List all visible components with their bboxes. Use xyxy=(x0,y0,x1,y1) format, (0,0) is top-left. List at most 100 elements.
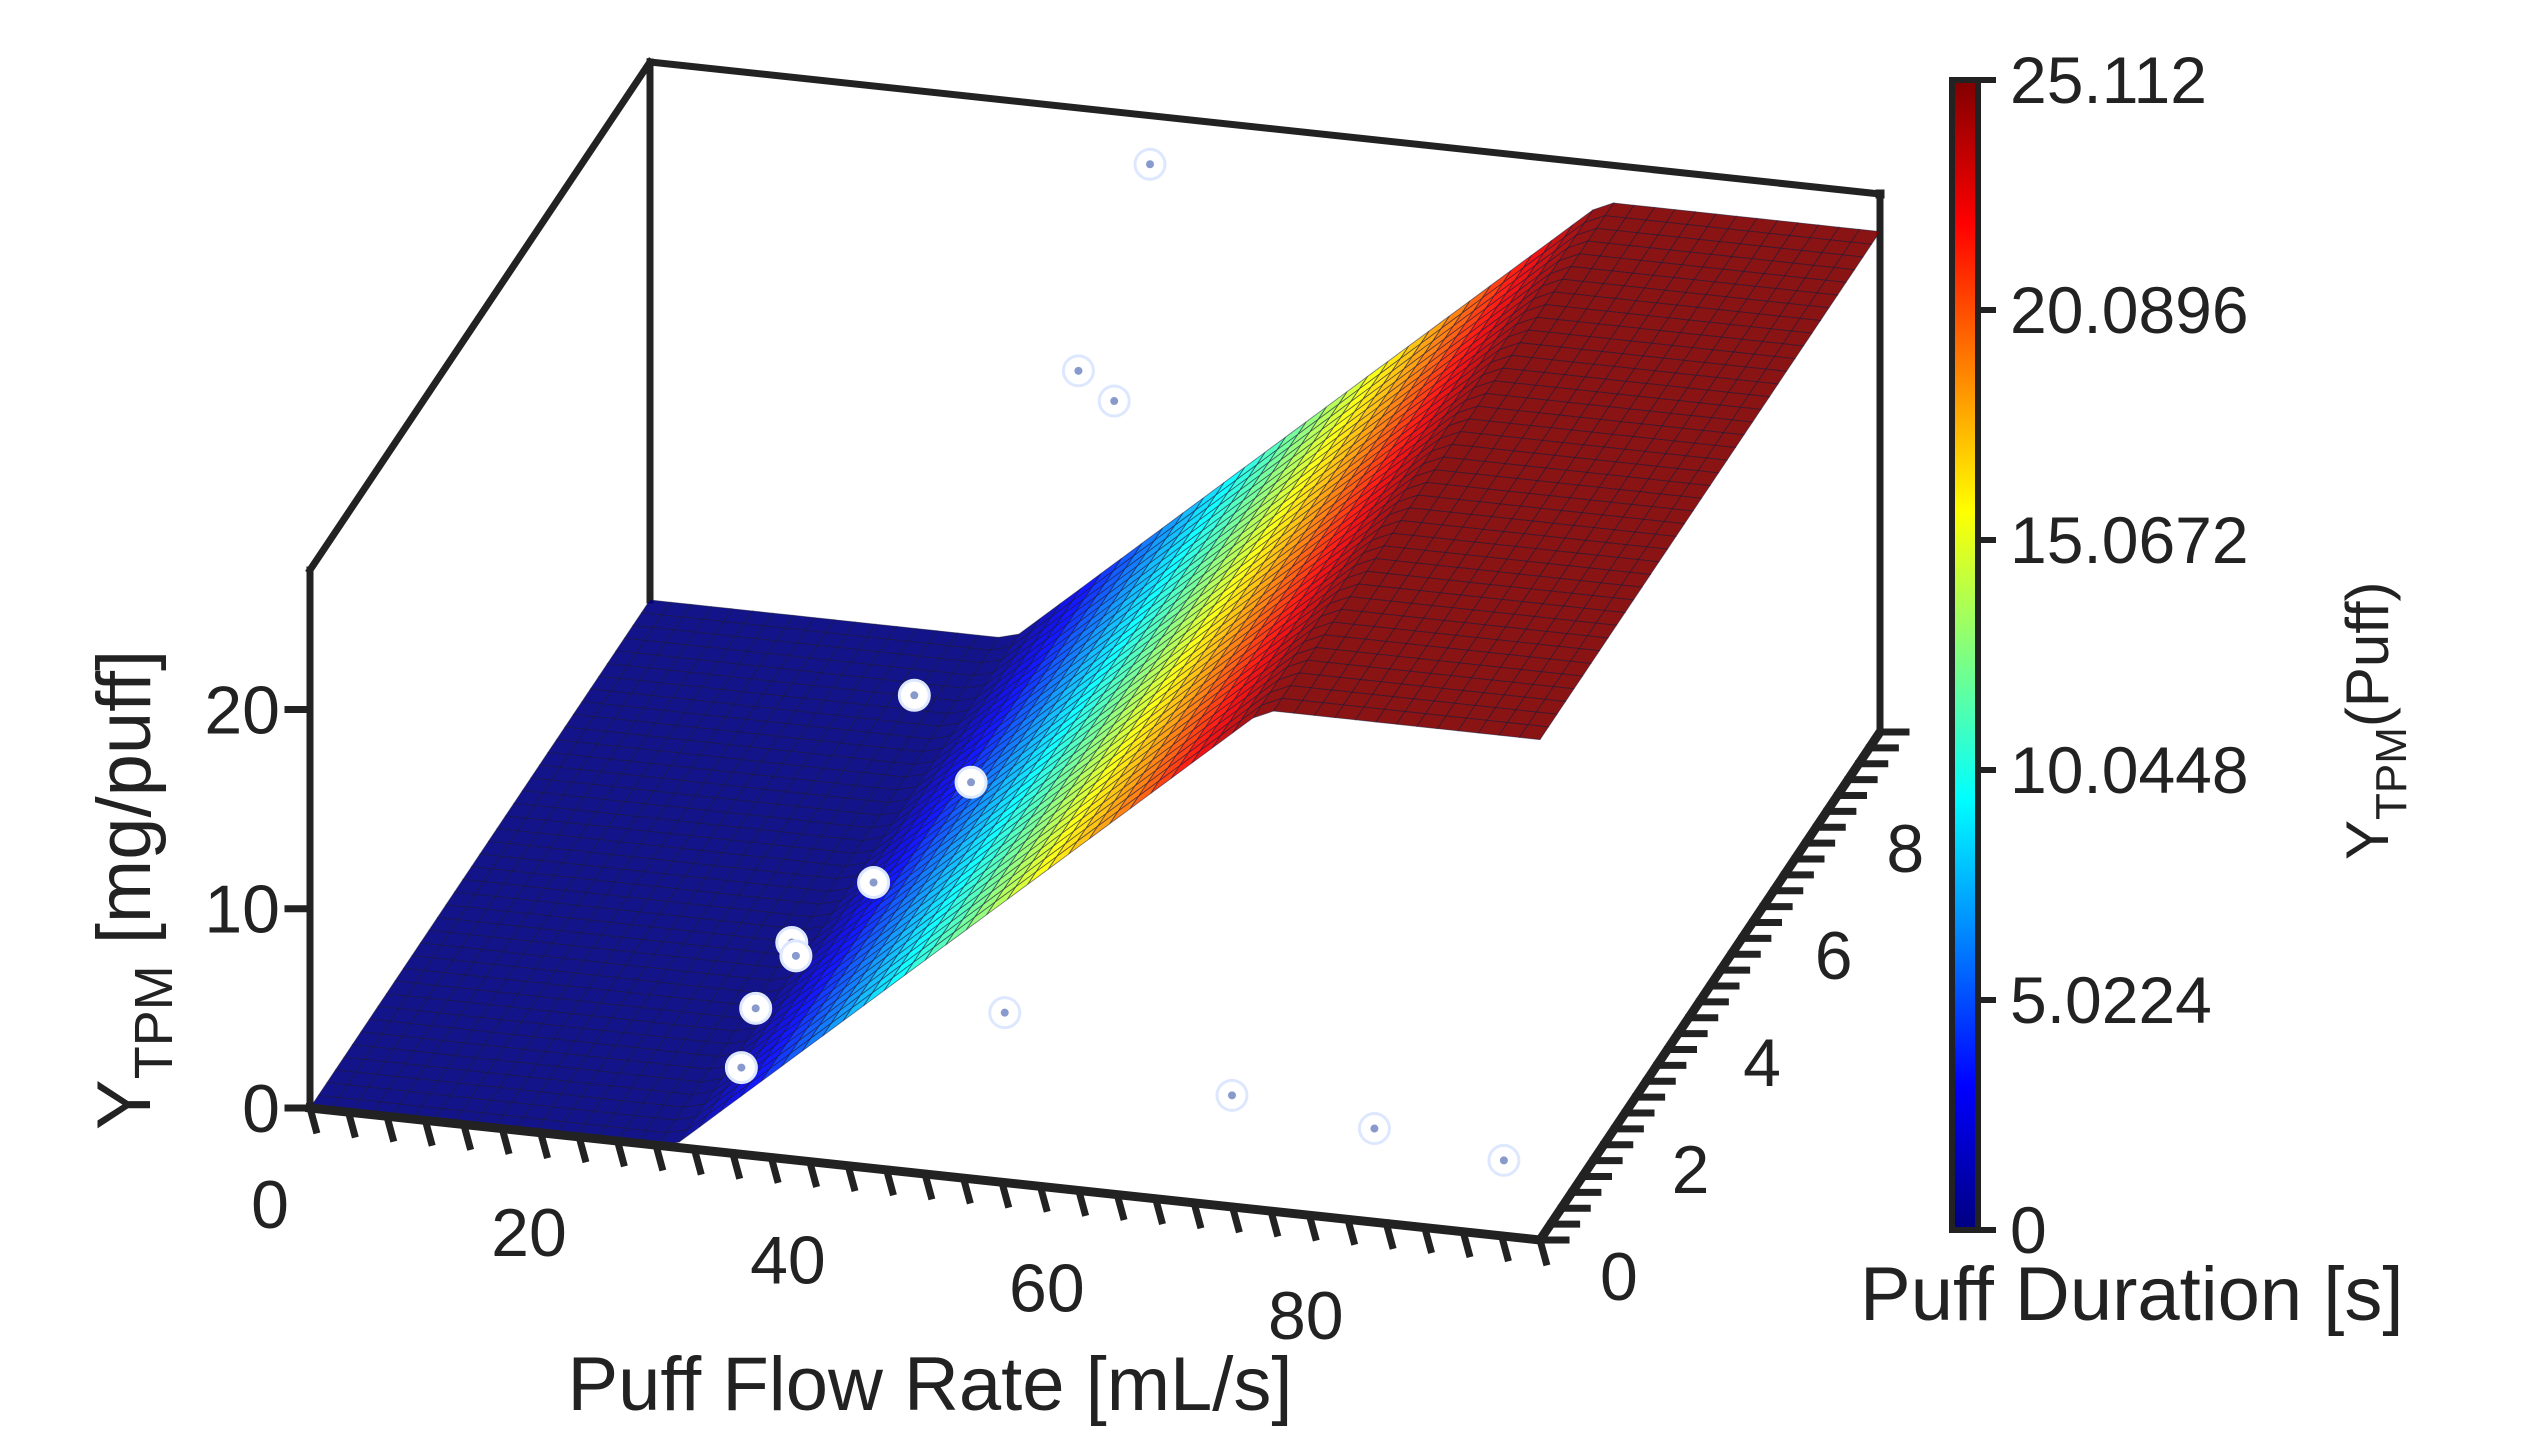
colorbar-tick-label: 25.112 xyxy=(2010,43,2207,117)
x-tick-mark xyxy=(1343,1215,1359,1246)
colorbar-title-sub: TPM xyxy=(2367,727,2416,820)
x-axis: 0 20 40 60 80 Puff Flow Rate [mL/s] xyxy=(251,1167,1344,1427)
x-tick-mark xyxy=(843,1161,859,1193)
data-point-center xyxy=(910,691,919,700)
x-tick-mark xyxy=(1074,1186,1090,1217)
y-tick-label: 8 xyxy=(1886,811,1924,887)
data-point-center xyxy=(737,1063,746,1072)
data-point-center xyxy=(869,878,878,887)
z-axis-title-main: Y xyxy=(82,1079,167,1130)
x-tick-mark xyxy=(574,1132,590,1164)
data-point-center xyxy=(1146,160,1154,169)
data-point xyxy=(779,939,813,973)
data-point-center xyxy=(1110,397,1119,406)
colorbar-tick-label: 5.0224 xyxy=(2010,963,2212,1037)
y-tick-label: 0 xyxy=(1600,1239,1638,1315)
x-tick-mark xyxy=(959,1173,974,1205)
back-wall-left xyxy=(310,62,650,1108)
data-point-center xyxy=(1000,1008,1009,1017)
z-tick-label: 0 xyxy=(242,1071,280,1147)
x-tick-mark xyxy=(1497,1231,1512,1263)
x-tick-mark xyxy=(1535,1235,1551,1267)
data-point xyxy=(1487,1143,1521,1177)
data-point-center xyxy=(1499,1156,1508,1165)
x-tick-mark xyxy=(1266,1206,1282,1238)
x-tick-mark xyxy=(651,1140,667,1172)
data-points xyxy=(724,147,1521,1177)
data-point xyxy=(954,765,988,799)
data-point-center xyxy=(791,951,800,960)
data-point xyxy=(1133,147,1167,181)
data-point xyxy=(988,996,1022,1030)
x-tick-mark xyxy=(1189,1198,1205,1230)
colorbar-ticks xyxy=(1978,77,1996,1233)
data-point-center xyxy=(751,1004,760,1013)
x-tick-mark xyxy=(1228,1202,1243,1234)
colorbar-tick-label: 0 xyxy=(2010,1193,2047,1267)
x-tick-label: 40 xyxy=(750,1223,826,1299)
colorbar-tick-label: 15.0672 xyxy=(2010,503,2249,577)
x-tick-mark xyxy=(1036,1182,1051,1213)
x-tick-mark xyxy=(920,1169,936,1201)
z-tick-label: 20 xyxy=(204,672,280,748)
x-tick-mark xyxy=(421,1116,436,1147)
x-axis-title: Puff Flow Rate [mL/s] xyxy=(567,1342,1292,1427)
x-tick-mark xyxy=(305,1103,321,1135)
x-tick-mark xyxy=(344,1107,359,1139)
x-tick-mark xyxy=(1381,1219,1397,1250)
colorbar: 0 5.0224 10.0448 15.0672 20.0896 25.112 … xyxy=(1949,43,2416,1267)
y-axis-title: Puff Duration [s] xyxy=(1860,1252,2404,1337)
x-tick-mark xyxy=(536,1128,551,1160)
x-tick-label: 60 xyxy=(1009,1250,1085,1326)
z-axis-title-sub: TPM xyxy=(124,965,184,1079)
colorbar-title-main: Y xyxy=(2334,820,2401,860)
x-tick-mark xyxy=(1305,1210,1320,1242)
x-tick-mark xyxy=(1458,1227,1474,1259)
x-tick-mark xyxy=(1420,1223,1435,1254)
box-edge xyxy=(305,57,655,575)
data-point xyxy=(1097,384,1131,418)
z-axis-title-rest: [mg/puff] xyxy=(82,650,167,965)
x-tick-mark xyxy=(459,1120,475,1151)
z-axis: 0 10 20 YTPM [mg/puff] xyxy=(82,650,280,1147)
y-tick-label: 6 xyxy=(1815,918,1853,994)
colorbar-title-rest: (Puff) xyxy=(2334,581,2401,727)
x-tick-mark xyxy=(1151,1194,1166,1226)
y-tick-label: 4 xyxy=(1743,1025,1781,1101)
surface-mesh xyxy=(309,202,1881,1147)
x-tick-mark xyxy=(690,1144,705,1176)
data-point xyxy=(857,865,891,899)
x-tick-mark xyxy=(382,1111,398,1143)
y-tick-label: 2 xyxy=(1672,1132,1710,1208)
x-tick-mark xyxy=(1112,1190,1128,1221)
data-point-center xyxy=(1228,1091,1236,1100)
y-axis: 0 2 4 6 8 Puff Duration [s] xyxy=(1600,811,2404,1337)
data-point-center xyxy=(967,778,976,787)
axes-box-front xyxy=(284,189,1910,1267)
x-tick-mark xyxy=(613,1136,628,1168)
data-point xyxy=(739,991,773,1025)
x-tick-mark xyxy=(497,1124,513,1155)
data-point xyxy=(724,1051,758,1085)
z-tick-label: 10 xyxy=(204,872,280,948)
box-edge xyxy=(646,58,1884,198)
data-point-center xyxy=(1074,366,1083,375)
x-tick-label: 0 xyxy=(251,1167,289,1243)
x-tick-mark xyxy=(805,1157,820,1188)
colorbar-tick-label: 20.0896 xyxy=(2010,273,2249,347)
x-tick-mark xyxy=(728,1149,744,1180)
data-point xyxy=(1215,1078,1249,1112)
data-point xyxy=(897,678,931,712)
data-point xyxy=(1061,354,1095,388)
x-tick-mark xyxy=(882,1165,897,1197)
x-tick-mark xyxy=(997,1177,1013,1209)
colorbar-bar xyxy=(1949,77,1981,1233)
surface-cell xyxy=(1518,724,1550,741)
data-point xyxy=(1357,1112,1391,1146)
colorbar-tick-label: 10.0448 xyxy=(2010,733,2249,807)
data-point-center xyxy=(1370,1124,1379,1133)
x-tick-mark xyxy=(766,1153,782,1184)
x-tick-label: 20 xyxy=(491,1195,567,1271)
x-tick-label: 80 xyxy=(1268,1278,1344,1354)
z-axis-title: YTPM [mg/puff] xyxy=(82,650,184,1130)
